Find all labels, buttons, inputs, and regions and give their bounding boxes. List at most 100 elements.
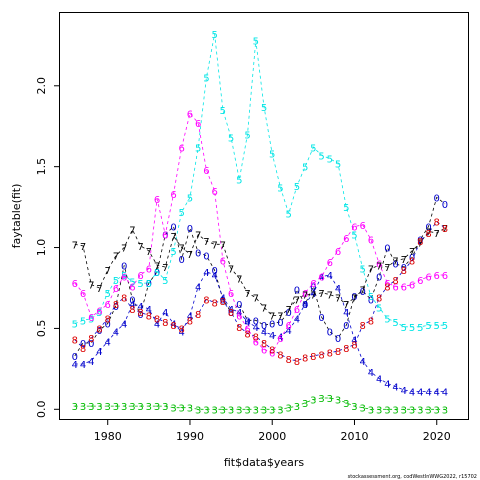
series-point-7: 7 — [392, 256, 398, 267]
series-point-5: 5 — [179, 208, 185, 219]
series-point-3: 3 — [88, 402, 94, 413]
series-point-8: 8 — [442, 224, 448, 235]
series-point-3: 3 — [277, 405, 283, 416]
series-point-3: 3 — [121, 402, 127, 413]
series-point-8: 8 — [261, 339, 267, 350]
series-point-3: 3 — [425, 405, 431, 416]
series-point-3: 3 — [195, 405, 201, 416]
series-point-5: 5 — [335, 159, 341, 170]
series-point-4: 4 — [228, 305, 234, 316]
series-point-4: 4 — [253, 323, 259, 334]
series-point-0: 0 — [228, 308, 234, 319]
series-point-8: 8 — [244, 329, 250, 340]
series-point-4: 4 — [154, 320, 160, 331]
series-point-3: 3 — [203, 405, 209, 416]
series-point-3: 3 — [220, 405, 226, 416]
series-point-3: 3 — [146, 402, 152, 413]
series-point-3: 3 — [187, 404, 193, 415]
series-point-5: 5 — [261, 103, 267, 114]
series-point-8: 8 — [434, 218, 440, 229]
series-point-3: 3 — [261, 405, 267, 416]
series-point-4: 4 — [351, 336, 357, 347]
series-point-3: 3 — [285, 404, 291, 415]
series-point-6: 6 — [401, 282, 407, 293]
series-point-4: 4 — [195, 282, 201, 293]
series-point-0: 0 — [113, 302, 119, 313]
series-point-3: 3 — [294, 402, 300, 413]
y-tick-label: 0.0 — [35, 401, 48, 419]
series-point-5: 5 — [434, 321, 440, 332]
series-point-6: 6 — [96, 307, 102, 318]
series-point-4: 4 — [203, 268, 209, 279]
series-point-6: 6 — [360, 221, 366, 232]
series-point-8: 8 — [154, 315, 160, 326]
series-point-7: 7 — [170, 232, 176, 243]
series-point-6: 6 — [442, 271, 448, 282]
series-point-5: 5 — [392, 318, 398, 329]
series-point-3: 3 — [434, 405, 440, 416]
x-tick-label: 2010 — [340, 430, 368, 443]
series-point-3: 3 — [228, 405, 234, 416]
series-point-0: 0 — [236, 300, 242, 311]
series-point-7: 7 — [187, 250, 193, 261]
series-point-3: 3 — [368, 405, 374, 416]
series-point-6: 6 — [236, 311, 242, 322]
series-point-3: 3 — [236, 405, 242, 416]
series-point-4: 4 — [277, 333, 283, 344]
series-point-8: 8 — [343, 344, 349, 355]
series-point-3: 3 — [343, 399, 349, 410]
plot-frame — [59, 12, 469, 420]
series-point-8: 8 — [294, 357, 300, 368]
series-point-0: 0 — [105, 320, 111, 331]
y-tick-label: 0.5 — [35, 320, 48, 338]
series-point-6: 6 — [179, 143, 185, 154]
series-point-0: 0 — [137, 310, 143, 321]
series-point-4: 4 — [401, 386, 407, 397]
series-point-3: 3 — [401, 405, 407, 416]
series-point-3: 3 — [96, 402, 102, 413]
series-point-3: 3 — [392, 405, 398, 416]
series-point-8: 8 — [187, 316, 193, 327]
series-point-6: 6 — [162, 231, 168, 242]
series-point-4: 4 — [360, 357, 366, 368]
series-point-6: 6 — [409, 281, 415, 292]
series-point-8: 8 — [269, 345, 275, 356]
series-point-7: 7 — [261, 303, 267, 314]
series-point-0: 0 — [96, 326, 102, 337]
series-point-7: 7 — [434, 229, 440, 240]
series-point-0: 0 — [294, 286, 300, 297]
series-point-6: 6 — [244, 324, 250, 335]
series-point-4: 4 — [434, 388, 440, 399]
series-point-6: 6 — [137, 271, 143, 282]
series-point-3: 3 — [244, 405, 250, 416]
series-point-3: 3 — [269, 405, 275, 416]
series-point-5: 5 — [220, 106, 226, 117]
series-point-0: 0 — [211, 266, 217, 277]
series-point-6: 6 — [228, 289, 234, 300]
series-point-4: 4 — [244, 318, 250, 329]
x-tick-label: 2020 — [423, 430, 451, 443]
series-point-8: 8 — [236, 323, 242, 334]
series-point-8: 8 — [195, 310, 201, 321]
series-point-7: 7 — [162, 263, 168, 274]
series-point-6: 6 — [105, 300, 111, 311]
series-point-4: 4 — [302, 300, 308, 311]
series-line-4 — [74, 271, 445, 392]
series-point-0: 0 — [417, 235, 423, 246]
series-point-0: 0 — [302, 300, 308, 311]
series-point-8: 8 — [146, 311, 152, 322]
series-point-7: 7 — [72, 240, 78, 251]
series-point-4: 4 — [261, 328, 267, 339]
series-point-6: 6 — [392, 282, 398, 293]
series-point-6: 6 — [285, 321, 291, 332]
series-point-6: 6 — [88, 313, 94, 324]
series-point-7: 7 — [105, 266, 111, 277]
series-point-3: 3 — [253, 405, 259, 416]
series-point-4: 4 — [137, 302, 143, 313]
series-point-3: 3 — [417, 405, 423, 416]
series-point-3: 3 — [318, 394, 324, 405]
series-point-8: 8 — [105, 315, 111, 326]
series-point-7: 7 — [253, 294, 259, 305]
series-point-5: 5 — [409, 323, 415, 334]
series-point-5: 5 — [154, 268, 160, 279]
